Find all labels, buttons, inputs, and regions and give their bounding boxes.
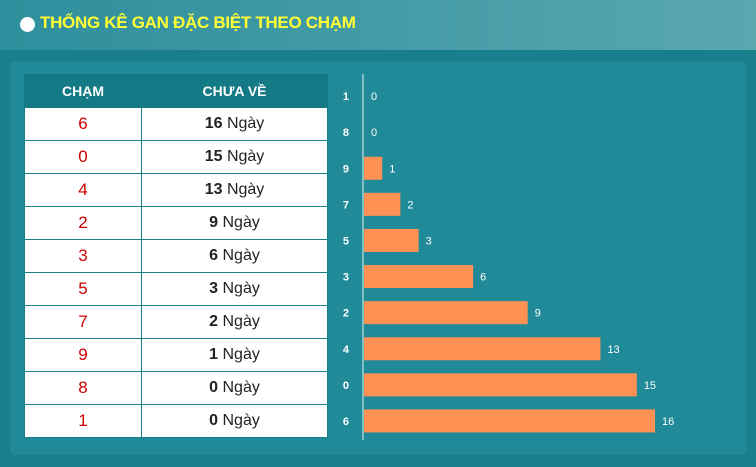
chua-ve-cell: 15 Ngày xyxy=(141,140,328,174)
category-label: 0 xyxy=(343,380,349,392)
header-bar: THỐNG KÊ GAN ĐẶC BIỆT THEO CHẠM xyxy=(0,0,756,50)
category-label: 1 xyxy=(343,91,349,103)
days-unit: Ngày xyxy=(222,379,260,396)
bar-chart: 1 0 8 0 9 1 7 2 5 3 3 6 2 9 4 13 0 15 6 16 xyxy=(343,74,674,440)
days-count: 13 xyxy=(204,181,223,198)
category-label: 2 xyxy=(343,308,349,320)
category-label: 7 xyxy=(343,199,349,211)
days-unit: Ngày xyxy=(226,181,265,198)
chua-ve-cell: 16 Ngày xyxy=(141,107,328,141)
cham-cell: 5 xyxy=(24,272,142,306)
cham-cell: 8 xyxy=(24,371,142,405)
cham-cell: 3 xyxy=(24,239,142,273)
days-unit: Ngày xyxy=(222,313,260,330)
chua-ve-cell: 0 Ngày xyxy=(141,371,328,405)
category-label: 4 xyxy=(343,344,350,356)
cham-cell: 2 xyxy=(24,206,142,240)
cham-cell: 6 xyxy=(24,107,142,141)
table-row: 0 15 Ngày xyxy=(24,140,328,174)
value-label: 3 xyxy=(426,235,432,247)
chua-ve-cell: 9 Ngày xyxy=(141,206,328,240)
days-unit: Ngày xyxy=(226,148,265,165)
bar xyxy=(364,301,528,325)
value-label: 0 xyxy=(371,91,377,103)
days-unit: Ngày xyxy=(222,346,260,363)
chua-ve-cell: 13 Ngày xyxy=(141,173,328,207)
gan-table: CHẠM CHƯA VỀ 6 16 Ngày 0 15 Ngày 4 13 Ngày 2 9 … xyxy=(24,74,328,438)
days-count: 0 xyxy=(209,379,219,396)
table-header-row: CHẠM CHƯA VỀ xyxy=(24,74,328,108)
bar xyxy=(364,265,474,289)
value-label: 0 xyxy=(371,127,377,139)
header-cham: CHẠM xyxy=(24,74,142,108)
value-label: 9 xyxy=(535,308,541,320)
cham-cell: 4 xyxy=(24,173,142,207)
days-count: 2 xyxy=(209,313,219,330)
days-unit: Ngày xyxy=(222,280,260,297)
header-chua-ve: CHƯA VỀ xyxy=(141,74,328,108)
bar xyxy=(364,373,637,397)
value-label: 16 xyxy=(662,416,674,428)
cham-cell: 9 xyxy=(24,338,142,372)
chua-ve-cell: 0 Ngày xyxy=(141,404,328,438)
days-count: 6 xyxy=(209,247,219,264)
bar xyxy=(364,156,383,180)
table-body: 6 16 Ngày 0 15 Ngày 4 13 Ngày 2 9 Ngày 3 6 Ngày 5 3… xyxy=(24,107,328,438)
days-count: 1 xyxy=(209,346,219,363)
category-label: 5 xyxy=(343,235,349,247)
cham-cell: 1 xyxy=(24,404,142,438)
category-label: 8 xyxy=(343,127,349,139)
value-label: 6 xyxy=(480,272,486,284)
bar xyxy=(364,228,419,252)
days-unit: Ngày xyxy=(222,214,260,231)
days-unit: Ngày xyxy=(226,115,265,132)
days-unit: Ngày xyxy=(222,247,260,264)
days-count: 9 xyxy=(209,214,219,231)
value-label: 15 xyxy=(644,380,656,392)
category-label: 3 xyxy=(343,272,349,284)
bar xyxy=(364,337,601,361)
page-title: THỐNG KÊ GAN ĐẶC BIỆT THEO CHẠM xyxy=(40,13,356,32)
days-count: 16 xyxy=(204,115,223,132)
bar xyxy=(364,409,655,433)
chua-ve-cell: 3 Ngày xyxy=(141,272,328,306)
days-count: 15 xyxy=(204,148,223,165)
days-count: 0 xyxy=(209,412,219,429)
bullet-icon xyxy=(20,17,35,32)
chua-ve-cell: 1 Ngày xyxy=(141,338,328,372)
days-count: 3 xyxy=(209,280,219,297)
chua-ve-cell: 2 Ngày xyxy=(141,305,328,339)
chua-ve-cell: 6 Ngày xyxy=(141,239,328,273)
category-label: 6 xyxy=(343,416,349,428)
value-label: 2 xyxy=(407,199,413,211)
category-label: 9 xyxy=(343,163,349,175)
bar xyxy=(364,192,401,216)
value-label: 13 xyxy=(607,344,619,356)
table-row: 4 13 Ngày xyxy=(24,173,328,207)
cham-cell: 0 xyxy=(24,140,142,174)
value-label: 1 xyxy=(389,163,395,175)
table-row: 6 16 Ngày xyxy=(24,107,328,141)
cham-cell: 7 xyxy=(24,305,142,339)
days-unit: Ngày xyxy=(222,412,260,429)
